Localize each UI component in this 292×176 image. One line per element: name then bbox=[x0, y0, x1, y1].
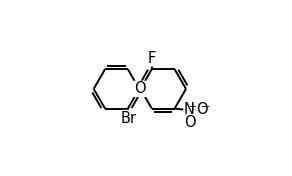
Text: −: − bbox=[201, 102, 210, 112]
Text: +: + bbox=[188, 102, 197, 112]
Text: Br: Br bbox=[121, 111, 136, 126]
Text: N: N bbox=[184, 102, 195, 117]
Text: O: O bbox=[184, 115, 195, 130]
Text: O: O bbox=[197, 102, 208, 117]
Text: F: F bbox=[148, 51, 156, 66]
Text: O: O bbox=[134, 81, 146, 96]
